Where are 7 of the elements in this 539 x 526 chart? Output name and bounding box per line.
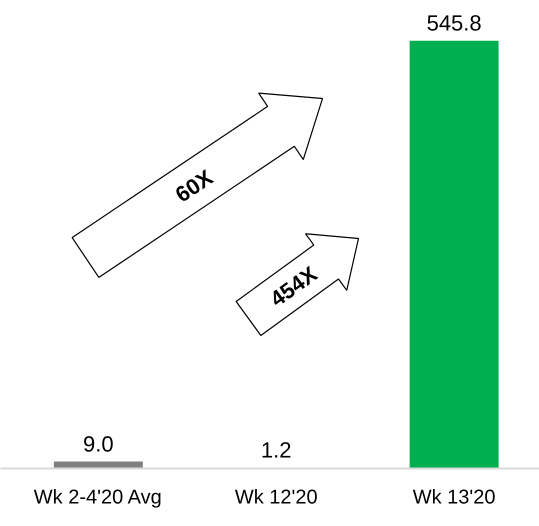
x-tick-label: Wk 12'20 xyxy=(234,486,318,508)
data-label: 545.8 xyxy=(426,10,482,36)
annotation: 60X xyxy=(170,164,218,208)
x-tick-label: Wk 13'20 xyxy=(412,486,496,508)
data-label: 9.0 xyxy=(83,431,114,456)
x-tick-label: Wk 2-4'20 Avg xyxy=(34,486,162,508)
data-label: 1.2 xyxy=(260,438,292,463)
